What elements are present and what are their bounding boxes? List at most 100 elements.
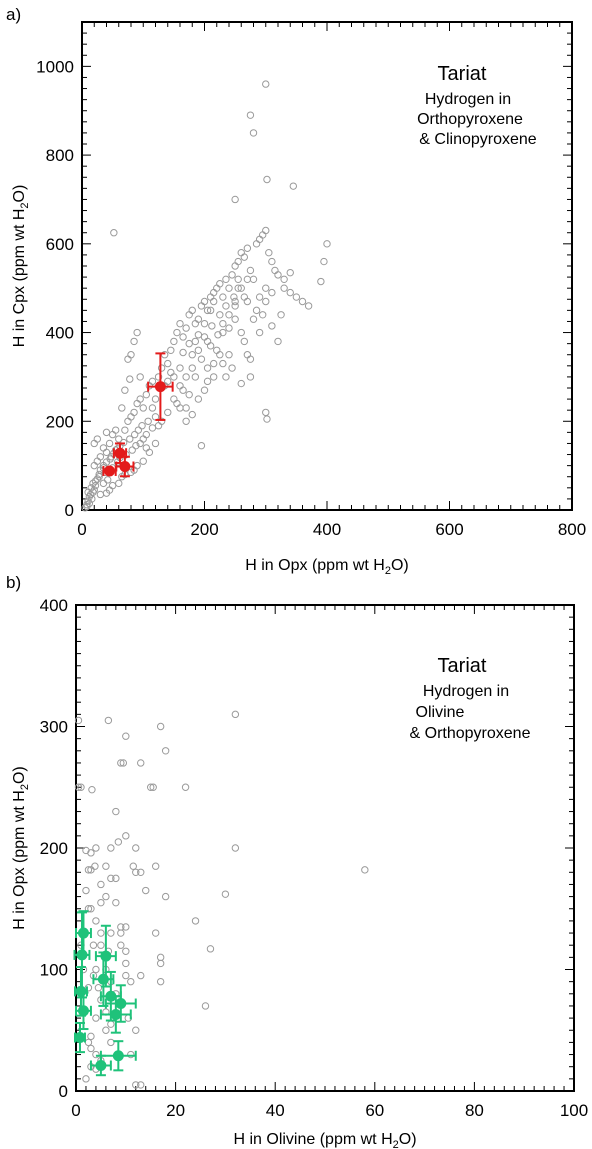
panel-b-background-point — [91, 862, 99, 870]
panel-b-background-point — [84, 1038, 93, 1047]
panel-a-background-point — [132, 441, 140, 450]
panel-b-background-point — [102, 892, 110, 901]
panel-a-background-point — [200, 333, 209, 341]
panel-b-x-tick-label: 60 — [365, 1101, 384, 1120]
panel-a-background-point — [188, 410, 196, 419]
panel-a-background-point — [225, 324, 233, 332]
panel-a-background-point — [258, 311, 267, 319]
panel-b-background-point — [117, 929, 125, 937]
panel-b-highlight-point — [99, 995, 132, 1034]
panel-b-background-point — [231, 844, 240, 852]
panel-a-background-point — [173, 328, 181, 337]
panel-a-background-point — [176, 364, 184, 372]
panel-a-background-point — [213, 346, 221, 354]
panel-a-background-point — [179, 348, 187, 357]
panel-a-tick-labels: 0 200 400 600 800 0 200 400 600 800 1000 — [36, 57, 586, 539]
panel-b-background-point — [137, 759, 145, 767]
panel-b-background-point — [92, 965, 100, 974]
panel-a-background-point — [194, 346, 203, 354]
panel-a-background-point — [89, 479, 97, 488]
panel-a-background-point — [139, 435, 147, 443]
panel-b-background-point — [137, 868, 145, 876]
panel-b-background-point — [82, 1075, 90, 1083]
panel-a-background-point — [206, 306, 215, 315]
panel-a-background-point — [154, 373, 163, 381]
panel-b-highlight-marker — [115, 998, 127, 1010]
panel-b-background-point — [137, 971, 145, 980]
panel-b-background-point — [102, 862, 110, 870]
panel-a-background-point — [176, 382, 184, 390]
panel-b-background-point — [122, 959, 130, 968]
panel-a: a) 0 200 400 600 800 0 200 400 600 800 1000 Tariat… — [6, 5, 586, 577]
panel-b-background-point — [206, 945, 215, 953]
panel-b-highlight-marker — [75, 985, 87, 997]
panel-b-y-tick-label: 0 — [59, 1082, 68, 1101]
panel-b-ticks — [75, 604, 575, 1092]
panel-b-frame — [75, 604, 575, 1092]
panel-a-background-point — [108, 481, 117, 490]
panel-a-background-point — [133, 461, 141, 470]
panel-a-background-point — [258, 231, 267, 239]
panel-a-background-point — [320, 257, 328, 266]
panel-b-y-tick-label: 200 — [40, 839, 68, 858]
panel-b-highlight-point — [92, 951, 115, 1007]
panel-b-background-point — [156, 977, 165, 986]
panel-a-background-point — [179, 386, 187, 394]
panel-a-background-point — [208, 322, 216, 330]
panel-a-ticks — [81, 21, 573, 511]
panel-a-y-tick-label: 400 — [46, 324, 74, 343]
panel-a-background-point — [148, 424, 157, 432]
panel-b-background-point — [92, 844, 100, 852]
panel-a-highlight-marker — [154, 381, 166, 393]
panel-b-background-point — [92, 917, 100, 925]
panel-a-background-point — [219, 319, 227, 328]
panel-b-background-point — [132, 1081, 140, 1089]
panel-a-background-point — [142, 390, 151, 399]
panel-a-background-point — [167, 368, 175, 377]
panel-a-highlight-marker — [104, 465, 116, 477]
panel-a-background-point — [148, 377, 157, 386]
panel-a-background-point — [194, 315, 203, 323]
panel-a-x-tick-label: 800 — [558, 520, 586, 539]
panel-b-background-point — [87, 1044, 95, 1053]
panel-a-background-point — [262, 408, 270, 417]
panel-b-background-point — [221, 890, 230, 898]
panel-a-background-point — [134, 426, 143, 434]
panel-a-background-point — [148, 404, 157, 412]
panel-a-background-point — [185, 311, 193, 319]
panel-a-background-point — [164, 408, 172, 417]
panel-a-background-point — [200, 386, 209, 394]
panel-a-background-point — [115, 479, 123, 488]
panel-a-background-point — [231, 315, 239, 323]
panel-b-background-point — [149, 783, 157, 791]
panel-a-background-point — [246, 111, 255, 119]
panel-a-background-point — [124, 417, 132, 425]
panel-a-background-point — [121, 426, 129, 434]
panel-b-background-point — [107, 1038, 115, 1047]
panel-a-background-point — [240, 253, 249, 261]
panel-b-background-point — [107, 1020, 115, 1028]
panel-b-background-point — [94, 984, 103, 992]
panel-b-highlight-marker — [97, 973, 109, 985]
panel-a-background-point — [136, 395, 144, 403]
panel-a-background-points — [81, 80, 331, 512]
panel-a-background-point — [176, 404, 184, 412]
panel-b: b) 0 20 40 60 80 100 0 100 200 300 400 Tariat Hydr… — [6, 573, 588, 1149]
panel-a-background-point — [219, 359, 227, 368]
panel-b-background-point — [132, 844, 140, 852]
panel-b-label: b) — [6, 573, 21, 592]
panel-a-background-point — [234, 275, 242, 284]
panel-a-y-axis-label: H in Cpx (ppm wt H2O) — [11, 185, 31, 348]
panel-b-background-point — [97, 880, 105, 889]
panel-a-background-point — [225, 284, 233, 292]
panel-a-background-point — [93, 457, 102, 465]
panel-b-background-point — [147, 783, 155, 791]
panel-a-background-point — [133, 328, 141, 337]
panel-b-subtitle-line-1: Hydrogen in — [423, 683, 509, 700]
panel-a-background-point — [136, 373, 144, 381]
panel-a-y-tick-label: 0 — [65, 501, 74, 520]
panel-a-background-point — [252, 240, 261, 248]
panel-a-background-point — [90, 439, 98, 448]
panel-b-title: Tariat — [438, 655, 487, 677]
panel-b-background-point — [137, 1081, 145, 1089]
